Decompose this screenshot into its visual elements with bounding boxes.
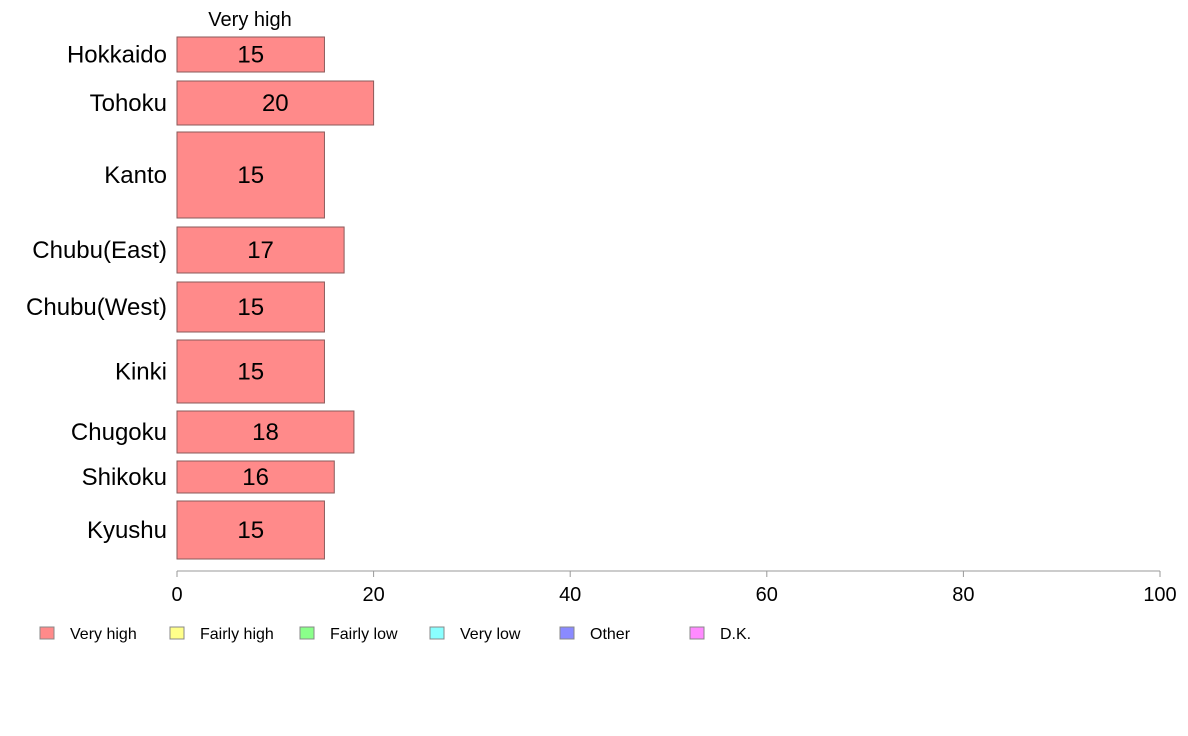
category-label-kanto: Kanto [104,162,167,189]
x-tick-label-60: 60 [756,584,778,606]
category-label-chugoku: Chugoku [71,419,167,446]
legend-label-fairly-low: Fairly low [330,626,398,643]
bar-kinki-very-high [176,339,325,404]
x-tick-label-100: 100 [1143,584,1176,606]
bar-kyushu-very-high [176,500,325,560]
category-label-kyushu: Kyushu [87,517,167,544]
category-label-hokkaido: Hokkaido [67,42,167,69]
bars [176,36,375,560]
x-axis: 0 20 40 60 80 100 [171,570,1177,606]
bar-shikoku-very-high [176,460,335,494]
value-label-kyushu: 15 [237,517,264,544]
legend-swatch-fairly-high [169,626,185,640]
legend-label-very-low: Very low [460,626,521,643]
legend-label-fairly-high: Fairly high [200,626,274,643]
x-tick-label-80: 80 [952,584,974,606]
bar-tohoku-very-high [176,80,375,126]
legend-swatch-fairly-low [299,626,315,640]
bar-kanto-very-high [176,131,325,219]
x-tick-label-40: 40 [559,584,581,606]
value-label-shikoku: 16 [242,464,269,491]
legend: Very high Fairly high Fairly low Very low Ot… [39,626,751,643]
value-label-chubu-east: 17 [247,237,274,264]
value-label-kinki: 15 [237,359,264,386]
value-label-hokkaido: 15 [237,42,264,69]
legend-swatch-very-high [39,626,55,640]
category-labels: Hokkaido Tohoku Kanto Chubu(East) Chubu(West… [26,42,167,545]
bar-chubu-east-very-high [176,226,345,274]
value-label-chugoku: 18 [252,419,279,446]
legend-label-other: Other [590,626,631,643]
legend-swatch-very-low [429,626,445,640]
bar-hokkaido-very-high [176,36,325,73]
value-label-kanto: 15 [237,162,264,189]
legend-swatch-d-k [689,626,705,640]
value-label-tohoku: 20 [262,90,289,117]
value-labels: 15 20 15 17 15 15 18 16 15 [237,42,288,545]
category-label-tohoku: Tohoku [90,90,167,117]
legend-swatch-other [559,626,575,640]
category-label-chubu-west: Chubu(West) [26,294,167,321]
series-header-very-high: Very high [208,9,291,31]
series-header-layer: Very high [208,9,291,31]
legend-label-very-high: Very high [70,626,137,643]
bar-chubu-west-very-high [176,281,325,333]
category-label-kinki: Kinki [115,359,167,386]
value-label-chubu-west: 15 [237,294,264,321]
bar-chugoku-very-high [176,410,355,454]
x-tick-label-0: 0 [171,584,182,606]
category-label-shikoku: Shikoku [82,464,167,491]
category-label-chubu-east: Chubu(East) [32,237,167,264]
legend-label-d-k: D.K. [720,626,751,643]
x-tick-label-20: 20 [362,584,384,606]
